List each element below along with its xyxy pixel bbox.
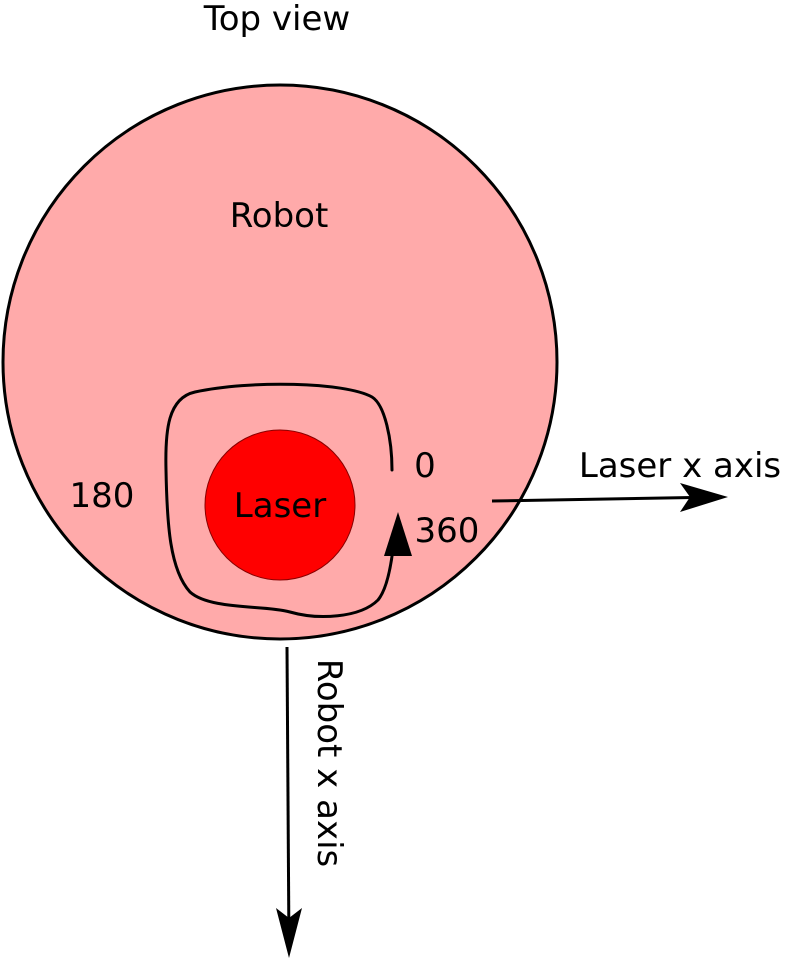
laser-label: Laser: [234, 486, 326, 526]
robot-x-axis-label: Robot x axis: [309, 659, 349, 867]
robot-x-axis-arrowhead: [276, 908, 302, 958]
angle-label-180: 180: [70, 476, 135, 516]
robot-label: Robot: [230, 196, 329, 236]
laser-x-axis-arrowhead: [680, 483, 728, 512]
robot-x-axis-arrow: [285, 646, 291, 951]
laser-x-axis-label: Laser x axis: [579, 446, 781, 486]
diagram-title: Top view: [203, 0, 350, 39]
angle-label-0: 0: [414, 446, 436, 486]
robot-body: [1, 83, 559, 641]
rotation-arrowhead: [384, 512, 412, 556]
rotation-path: [164, 382, 396, 618]
laser-x-axis-arrow: [491, 495, 723, 503]
angle-label-360: 360: [415, 511, 480, 551]
laser-body: [204, 429, 356, 581]
